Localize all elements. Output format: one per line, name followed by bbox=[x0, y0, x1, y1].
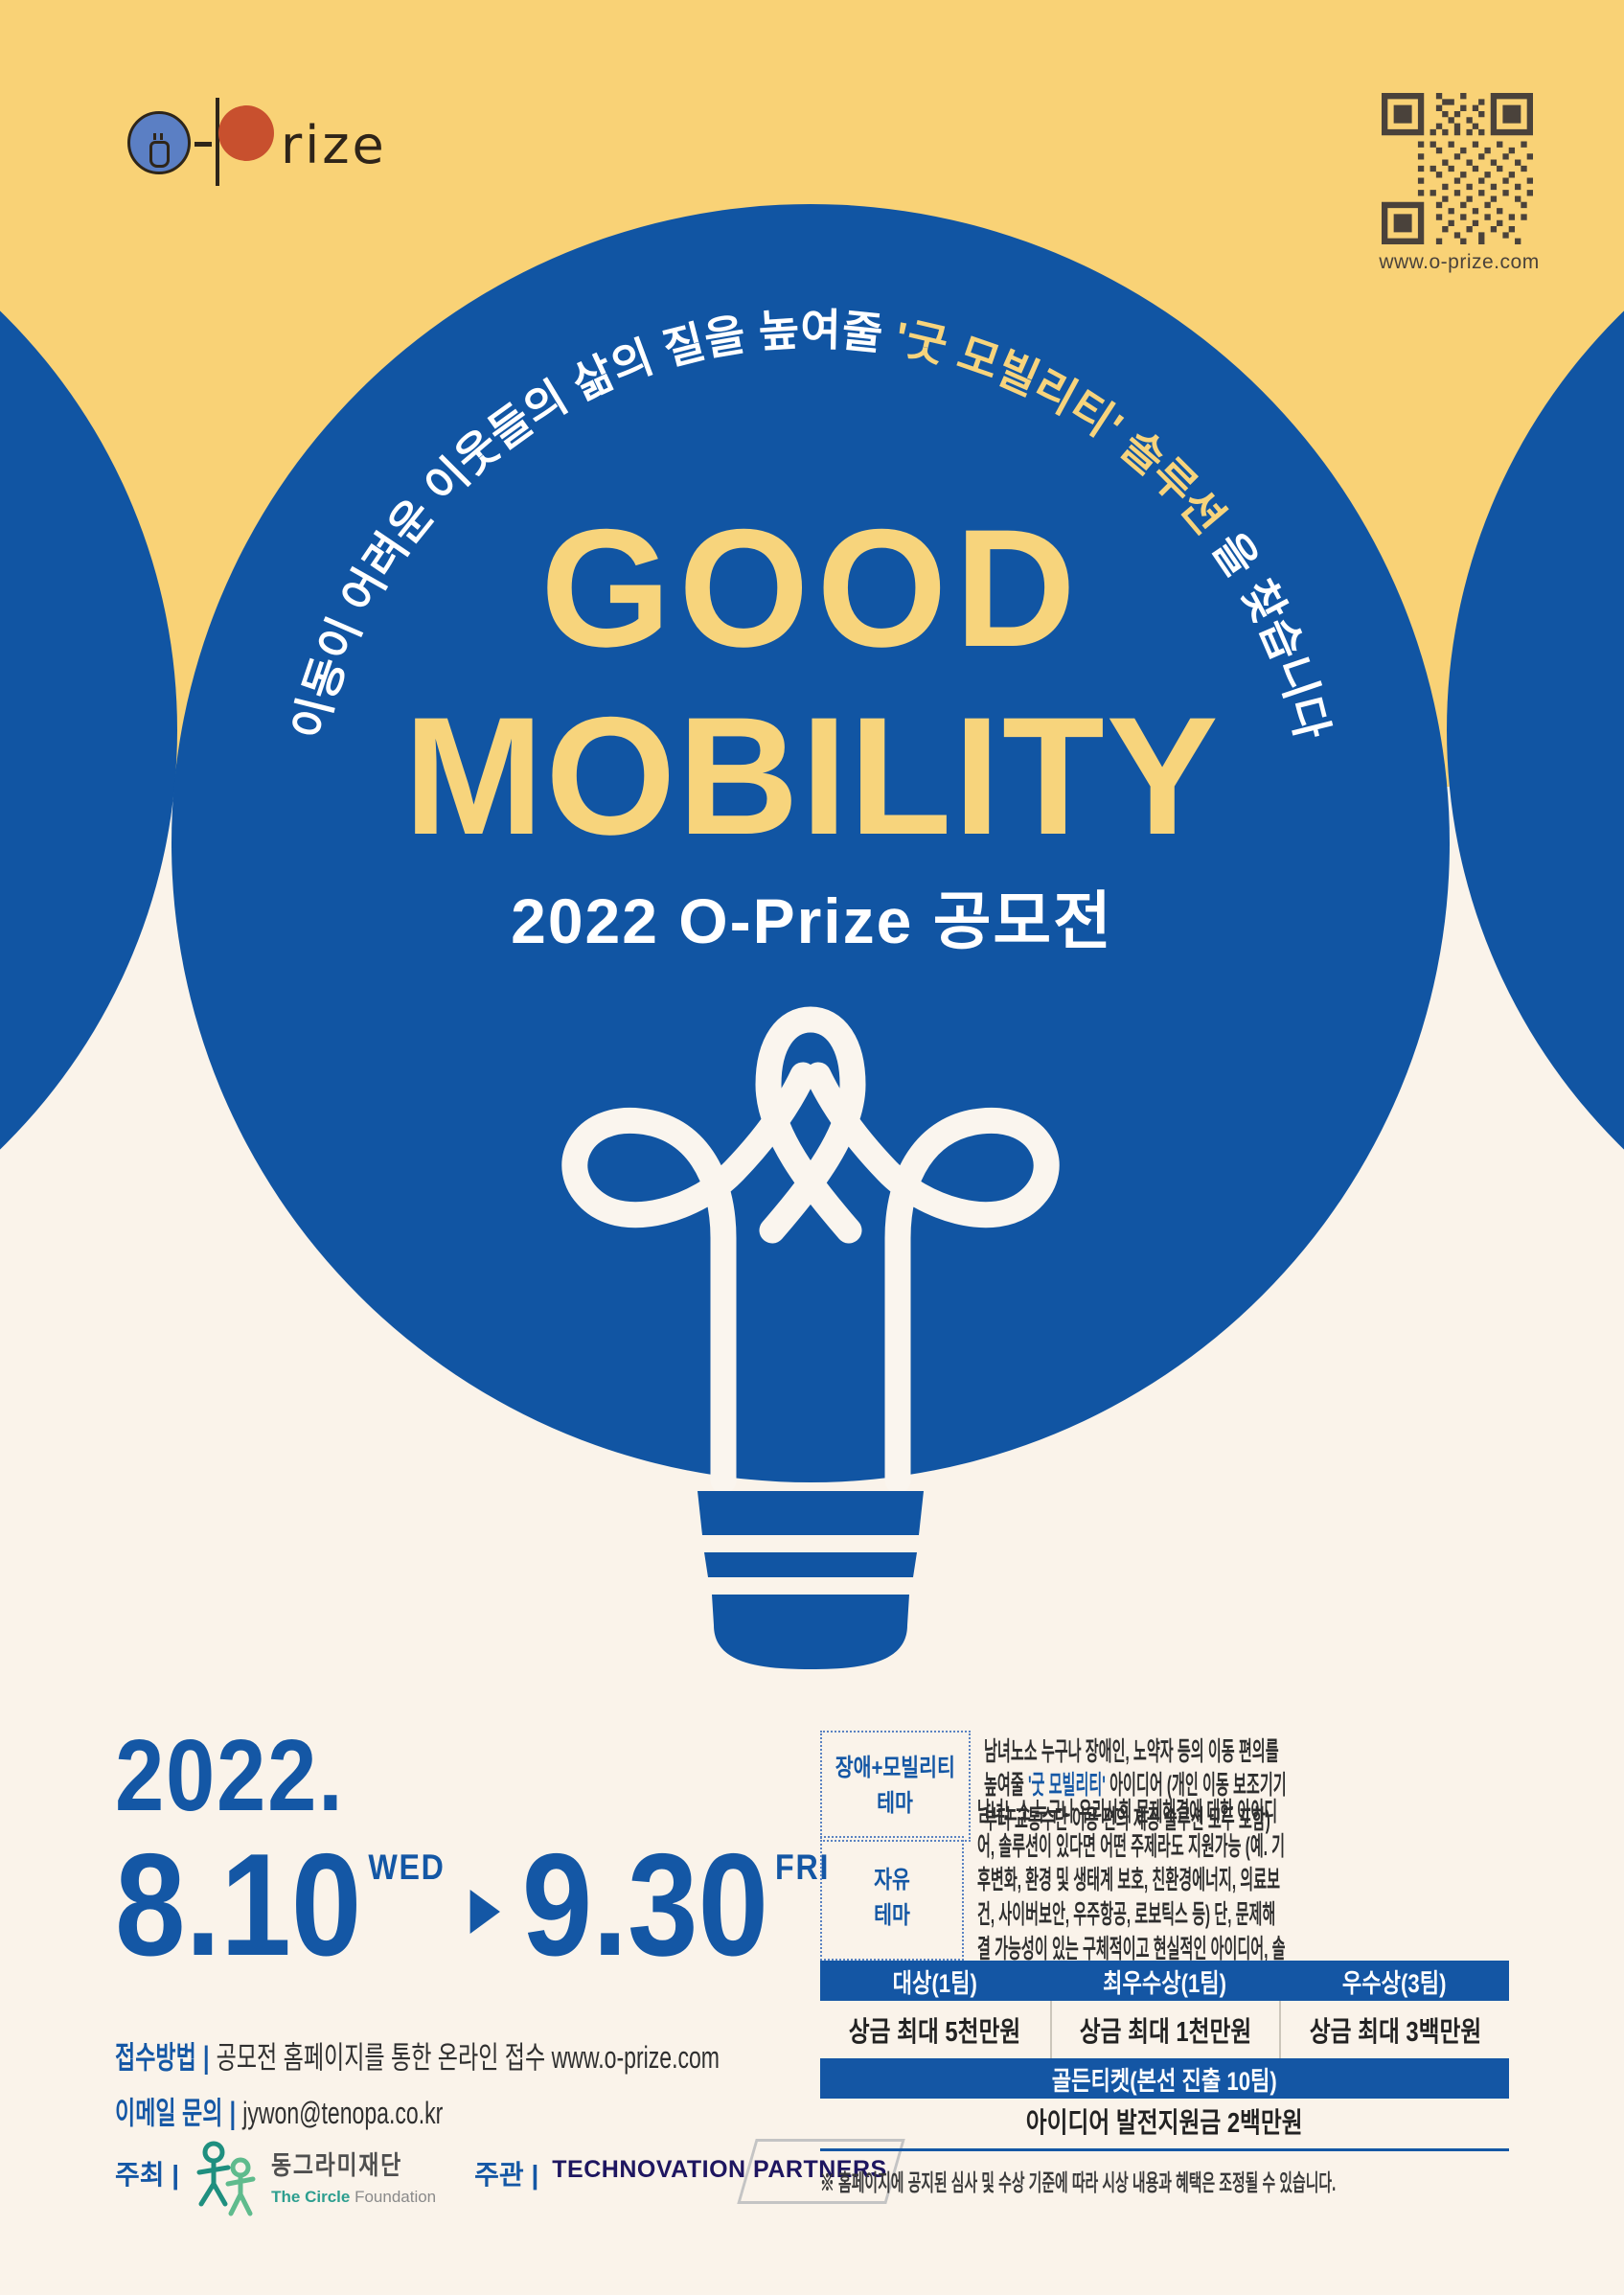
right-partial-circle bbox=[1447, 310, 1624, 1150]
organizer-org: TECHNOVATION PARTNERS bbox=[552, 2139, 905, 2204]
apply-text: 공모전 홈페이지를 통한 온라인 접수 www.o-prize.com bbox=[216, 2040, 721, 2075]
arrow-right-icon bbox=[469, 1890, 501, 1934]
email-label: 이메일 문의 bbox=[115, 2096, 223, 2130]
theme-desc-post: 아이디어 (개인 이동 보조기기부터 교통수단 이용 편의 제공 솔루션 모두 … bbox=[983, 1771, 1287, 1834]
theme-desc-pre: 남녀노소 누구나 장애인, 노약자 등의 이동 편의를 높여줄 bbox=[983, 1736, 1279, 1801]
logo-p-stem bbox=[216, 98, 219, 186]
apply-label: 접수방법 bbox=[115, 2040, 196, 2075]
host-org-name: 동그라미재단 bbox=[271, 2151, 403, 2180]
host-org-subtitle: The Circle Foundation bbox=[271, 2188, 436, 2207]
subtitle: 2022 O-Prize 공모전 bbox=[511, 885, 1113, 956]
o-prize-logo: rize bbox=[127, 98, 384, 188]
start-date: 8.10 bbox=[115, 1824, 362, 1986]
logo-rize-text: rize bbox=[281, 115, 387, 175]
title-line2: MOBILITY bbox=[403, 683, 1221, 870]
prize-header-excellence: 최우수상(1팀) bbox=[1103, 1968, 1226, 1998]
prize-table-values: 상금 최대 5천만원 상금 최대 1천만원 상금 최대 3백만원 bbox=[820, 2001, 1509, 2058]
theme-label-bottom: 테마 bbox=[874, 1902, 910, 1929]
circle-foundation-icon bbox=[196, 2141, 256, 2216]
prize-header-grand: 대상(1팀) bbox=[892, 1968, 977, 1998]
divider-rule bbox=[820, 2148, 1509, 2151]
golden-ticket-row: 골든티켓(본선 진출 10팀) bbox=[820, 2058, 1509, 2099]
host-org: 동그라미재단 The Circle Foundation bbox=[271, 2145, 436, 2207]
logo-dash bbox=[194, 142, 212, 147]
host-org-sub-teal: The Circle bbox=[271, 2188, 351, 2206]
date-year: 2022. bbox=[115, 1719, 345, 1832]
title-line1: GOOD bbox=[540, 495, 1084, 682]
end-day: FRI bbox=[775, 1847, 831, 1887]
organizer-org-name: TECHNOVATION PARTNERS bbox=[552, 2156, 887, 2183]
qr-code bbox=[1382, 93, 1533, 244]
logo-p-circle bbox=[218, 105, 274, 161]
organizer-label: 주관 | bbox=[474, 2160, 539, 2190]
email-separator: | bbox=[229, 2096, 237, 2130]
theme-desc-pre: 남녀노소 누구나 우리사회 문제해결에 대한 아이디어, 솔루션이 있다면 어떤… bbox=[977, 1798, 1286, 1997]
apply-method-line: 접수방법 | 공모전 홈페이지를 통한 온라인 접수 www.o-prize.com bbox=[115, 2033, 720, 2077]
theme-label-box-mobility: 장애+모빌리티 테마 bbox=[820, 1731, 971, 1842]
logo-o-circle bbox=[127, 111, 191, 174]
logo-doodle bbox=[149, 141, 170, 168]
prize-value-merit: 상금 최대 3백만원 bbox=[1279, 2001, 1509, 2058]
lightbulb-icon bbox=[561, 1006, 1060, 1494]
prize-table: 대상(1팀) 최우수상(1팀) 우수상(3팀) 상금 최대 5천만원 상금 최대… bbox=[820, 1961, 1509, 2143]
start-day: WED bbox=[368, 1847, 446, 1887]
theme-desc-mobility: 남녀노소 누구나 장애인, 노약자 등의 이동 편의를 높여줄 '굿 모빌리티'… bbox=[984, 1735, 1290, 1838]
theme-desc-free: 남녀노소 누구나 우리사회 문제해결에 대한 아이디어, 솔루션이 있다면 어떤… bbox=[977, 1796, 1287, 2001]
golden-ticket-value-row: 아이디어 발전지원금 2백만원 bbox=[1026, 2108, 1303, 2139]
theme-desc-accent: '굿 모빌리티' bbox=[1027, 1771, 1106, 1801]
end-date: 9.30 bbox=[521, 1824, 769, 1986]
logo-doodle-tick bbox=[153, 133, 156, 140]
email-value: jywon@tenopa.co.kr bbox=[242, 2096, 444, 2130]
theme-label-top: 자유 bbox=[874, 1866, 910, 1893]
theme-row-free: 자유 테마 남녀노소 누구나 우리사회 문제해결에 대한 아이디어, 솔루션이 … bbox=[820, 1798, 1529, 1997]
theme-label-bottom: 테마 bbox=[877, 1790, 914, 1817]
theme-label-box-free: 자유 테마 bbox=[820, 1836, 964, 1961]
host-label: 주최 | bbox=[115, 2160, 180, 2190]
qr-caption: www.o-prize.com bbox=[1379, 251, 1540, 273]
date-range: 8.10 WED 9.30 FRI bbox=[115, 1832, 830, 1978]
theme-label-top: 장애+모빌리티 bbox=[835, 1754, 955, 1781]
prize-value-grand: 상금 최대 5천만원 bbox=[849, 2017, 1021, 2048]
theme-row-mobility: 장애+모빌리티 테마 남녀노소 누구나 장애인, 노약자 등의 이동 편의를 높… bbox=[820, 1731, 1529, 1842]
prize-value-excellence: 상금 최대 1천만원 bbox=[1049, 2001, 1280, 2058]
apply-separator: | bbox=[202, 2040, 210, 2075]
prize-header-merit: 우수상(3팀) bbox=[1341, 1968, 1447, 1998]
host-organizer-row: 주최 | 동그라미재단 The Circle Foundation 주관 | bbox=[115, 2139, 905, 2217]
left-partial-circle bbox=[0, 310, 177, 1150]
footnote: ※ 홈페이지에 공지된 심사 및 수상 기준에 따라 시상 내용과 혜택은 조정… bbox=[820, 2170, 1337, 2196]
email-line: 이메일 문의 | jywon@tenopa.co.kr bbox=[115, 2089, 443, 2133]
logo-doodle-tick bbox=[160, 133, 163, 140]
center-circle bbox=[172, 204, 1450, 1482]
host-org-sub-gray: Foundation bbox=[350, 2188, 437, 2206]
lightbulb-socket bbox=[698, 1491, 924, 1669]
prize-table-header: 대상(1팀) 최우수상(1팀) 우수상(3팀) bbox=[820, 1961, 1509, 2001]
